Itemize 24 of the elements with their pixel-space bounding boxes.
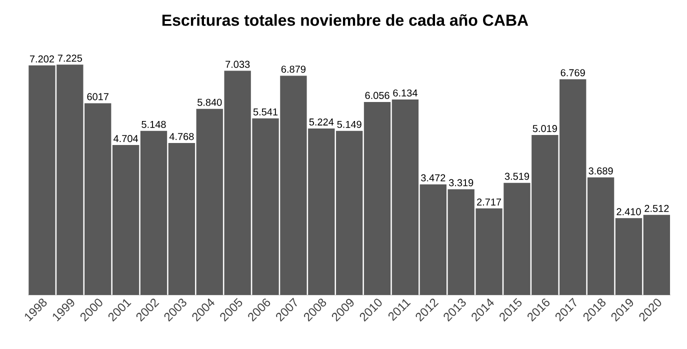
data-label: 2.512 bbox=[644, 204, 669, 212]
data-label: 3.689 bbox=[588, 167, 613, 174]
data-label: 7.033 bbox=[226, 60, 250, 68]
data-label: 7.225 bbox=[58, 54, 82, 62]
data-label: 3.472 bbox=[421, 174, 446, 182]
data-label: 4.768 bbox=[169, 132, 194, 140]
data-label: 5.224 bbox=[309, 118, 334, 126]
data-label: 6017 bbox=[87, 93, 108, 100]
data-label: 5.148 bbox=[142, 120, 166, 128]
data-label: 4.704 bbox=[114, 135, 138, 142]
chart-title: Escrituras totales noviembre de cada año CABA bbox=[162, 14, 528, 26]
data-label: 6.769 bbox=[560, 69, 585, 76]
data-label: 6.134 bbox=[393, 89, 418, 97]
data-label: 3.319 bbox=[448, 179, 474, 186]
data-label: 5.019 bbox=[532, 124, 557, 132]
data-label: 5.541 bbox=[253, 108, 278, 116]
data-label: 3.519 bbox=[504, 172, 530, 180]
data-label: 2.410 bbox=[616, 208, 641, 216]
data-label: 6.056 bbox=[365, 92, 390, 100]
data-label: 5.149 bbox=[337, 120, 362, 128]
data-label: 6.879 bbox=[281, 66, 306, 73]
data-label: 7.202 bbox=[30, 55, 54, 62]
data-label: 2.717 bbox=[477, 198, 502, 206]
data-label: 5.840 bbox=[198, 98, 222, 106]
